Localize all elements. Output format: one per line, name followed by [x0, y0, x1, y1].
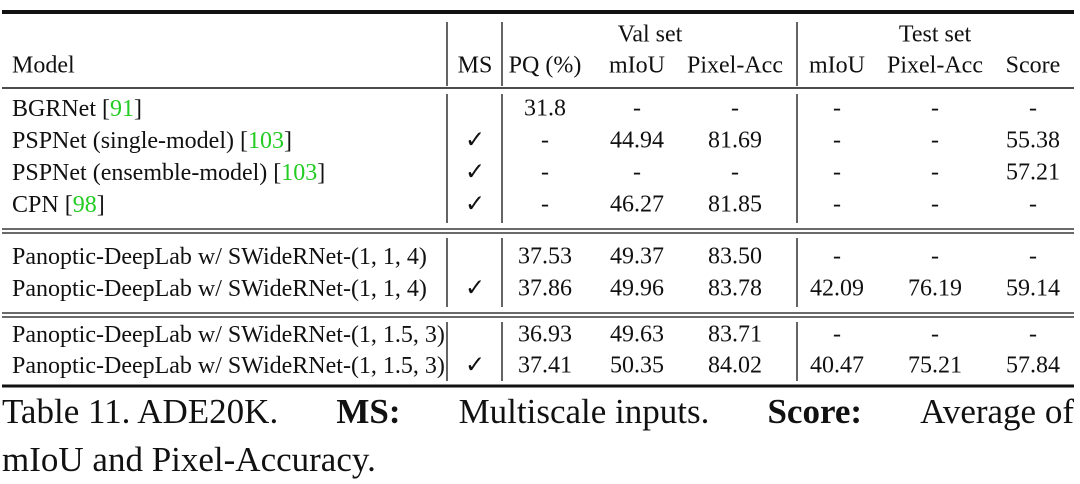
model-name-part: ] — [284, 128, 292, 154]
model-name-part: Panoptic-DeepLab w/ SWideRNet-(1, 1, 4) — [12, 244, 427, 270]
model-name-part: ] — [134, 96, 142, 122]
model-name-part: CPN [ — [12, 192, 73, 218]
caption-line: Table 11. ADE20K. MS: Multiscale inputs. Sc… — [2, 388, 1074, 436]
cell: - — [633, 160, 641, 186]
group-header: Val set — [618, 22, 683, 48]
checkmark: ✓ — [465, 353, 485, 379]
column-header: Model — [12, 53, 75, 79]
cell: 55.38 — [1006, 128, 1060, 154]
cell: - — [633, 96, 641, 122]
model-name-part: 91 — [110, 96, 134, 122]
cell: - — [931, 160, 939, 186]
cell: 59.14 — [1006, 276, 1060, 302]
cell: 36.93 — [518, 322, 572, 348]
cell: - — [541, 192, 549, 218]
cell: 49.37 — [610, 244, 664, 270]
cell: - — [833, 322, 841, 348]
column-header: MS — [458, 53, 493, 79]
cell: 37.86 — [518, 276, 572, 302]
column-header: Pixel-Acc — [887, 53, 983, 79]
caption: Table 11. ADE20K. MS: Multiscale inputs. Sc… — [2, 388, 1074, 484]
caption-text: Score: — [767, 392, 863, 431]
cell: 46.27 — [610, 192, 664, 218]
group-header: Test set — [899, 22, 972, 48]
checkmark: ✓ — [465, 276, 485, 302]
cell: - — [931, 244, 939, 270]
cell: 81.69 — [708, 128, 762, 154]
cell: - — [833, 96, 841, 122]
cell: - — [1029, 244, 1037, 270]
model-name-part: PSPNet (single-model) [ — [12, 128, 248, 154]
model-name: Panoptic-DeepLab w/ SWideRNet-(1, 1.5, 3… — [12, 353, 445, 379]
model-name: PSPNet (ensemble-model) [103] — [12, 160, 325, 186]
model-name-part: PSPNet (ensemble-model) [ — [12, 160, 281, 186]
cell: 31.8 — [524, 96, 566, 122]
caption-text: Average of — [920, 392, 1074, 431]
cell: - — [833, 192, 841, 218]
cell: - — [833, 160, 841, 186]
cell: 42.09 — [810, 276, 864, 302]
cell: 83.50 — [708, 244, 762, 270]
cell: 57.21 — [1006, 160, 1060, 186]
cell: 76.19 — [908, 276, 962, 302]
model-name: CPN [98] — [12, 192, 105, 218]
cell: 83.71 — [708, 322, 762, 348]
model-name-part: 103 — [281, 160, 317, 186]
cell: 44.94 — [610, 128, 664, 154]
cell: - — [731, 96, 739, 122]
checkmark: ✓ — [465, 192, 485, 218]
cell: 75.21 — [908, 353, 962, 379]
model-name-part: BGRNet [ — [12, 96, 110, 122]
cell: - — [541, 160, 549, 186]
caption-text: mIoU and Pixel-Accuracy. — [2, 440, 376, 479]
cell: 37.53 — [518, 244, 572, 270]
table: Val set Test set Model MS PQ (%) mIoU Pixel-Ac… — [2, 10, 1074, 388]
checkmark: ✓ — [465, 128, 485, 154]
cell: 81.85 — [708, 192, 762, 218]
cell: 84.02 — [708, 353, 762, 379]
model-name: BGRNet [91] — [12, 96, 142, 122]
cell: 49.63 — [610, 322, 664, 348]
cell: - — [1029, 192, 1037, 218]
cell: 40.47 — [810, 353, 864, 379]
model-name-part: 98 — [73, 192, 97, 218]
cell: - — [1029, 96, 1037, 122]
model-name-part: ] — [97, 192, 105, 218]
cell: 83.78 — [708, 276, 762, 302]
cell: 49.96 — [610, 276, 664, 302]
column-header: mIoU — [809, 53, 865, 79]
caption-text: Table 11. ADE20K. — [2, 392, 279, 431]
cell: - — [931, 322, 939, 348]
cell: - — [833, 128, 841, 154]
cell: - — [931, 96, 939, 122]
model-name: Panoptic-DeepLab w/ SWideRNet-(1, 1, 4) — [12, 276, 427, 302]
column-header: Pixel-Acc — [687, 53, 783, 79]
model-name-part: Panoptic-DeepLab w/ SWideRNet-(1, 1.5, 3… — [12, 353, 445, 379]
column-header: mIoU — [609, 53, 665, 79]
cell: - — [931, 192, 939, 218]
model-name: PSPNet (single-model) [103] — [12, 128, 292, 154]
cell: - — [541, 128, 549, 154]
cell: 57.84 — [1006, 353, 1060, 379]
checkmark: ✓ — [465, 160, 485, 186]
model-name: Panoptic-DeepLab w/ SWideRNet-(1, 1, 4) — [12, 244, 427, 270]
caption-text: Multiscale inputs. — [458, 392, 710, 431]
cell: - — [731, 160, 739, 186]
caption-line: mIoU and Pixel-Accuracy. — [2, 436, 1074, 484]
cell: 37.41 — [518, 353, 572, 379]
model-name-part: ] — [317, 160, 325, 186]
caption-text: MS: — [336, 392, 401, 431]
cell: - — [931, 128, 939, 154]
column-header: PQ (%) — [509, 53, 582, 79]
model-name: Panoptic-DeepLab w/ SWideRNet-(1, 1.5, 3… — [12, 322, 445, 348]
model-name-part: 103 — [248, 128, 284, 154]
model-name-part: Panoptic-DeepLab w/ SWideRNet-(1, 1.5, 3… — [12, 322, 445, 348]
model-name-part: Panoptic-DeepLab w/ SWideRNet-(1, 1, 4) — [12, 276, 427, 302]
cell: - — [1029, 322, 1037, 348]
cell: 50.35 — [610, 353, 664, 379]
cell: - — [833, 244, 841, 270]
column-header: Score — [1006, 53, 1061, 79]
